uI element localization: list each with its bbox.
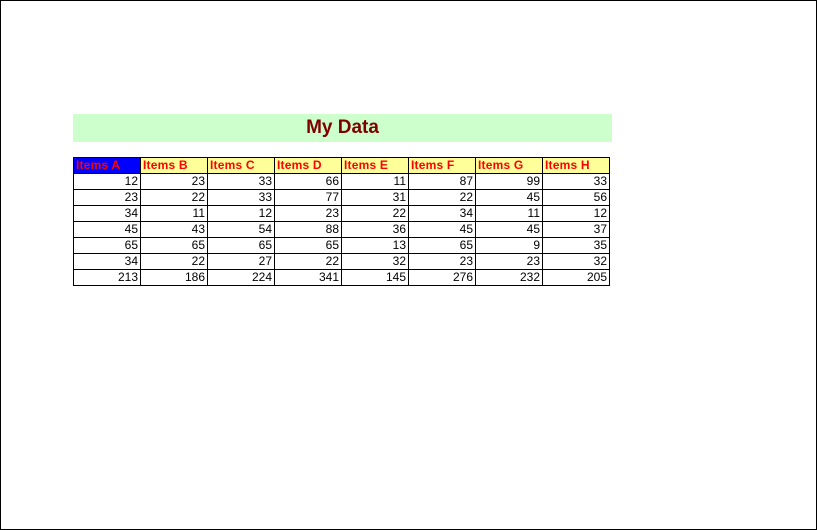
table-cell[interactable]: 65 bbox=[73, 237, 141, 254]
column-header-items-d[interactable]: Items D bbox=[274, 157, 342, 174]
column-header-items-c[interactable]: Items C bbox=[207, 157, 275, 174]
table-cell[interactable]: 65 bbox=[140, 237, 208, 254]
column-header-items-b[interactable]: Items B bbox=[140, 157, 208, 174]
table-cell[interactable]: 36 bbox=[341, 221, 409, 238]
table-cell[interactable]: 27 bbox=[207, 253, 275, 270]
table-cell[interactable]: 224 bbox=[207, 269, 275, 286]
table-cell[interactable]: 22 bbox=[140, 253, 208, 270]
table-cell[interactable]: 54 bbox=[207, 221, 275, 238]
table-cell[interactable]: 22 bbox=[274, 253, 342, 270]
table-cell[interactable]: 22 bbox=[140, 189, 208, 206]
table-cell[interactable]: 12 bbox=[73, 173, 141, 190]
table-cell[interactable]: 205 bbox=[542, 269, 610, 286]
table-cell[interactable]: 232 bbox=[475, 269, 543, 286]
table-row: 65 65 65 65 13 65 9 35 bbox=[73, 237, 610, 254]
table-cell[interactable]: 33 bbox=[542, 173, 610, 190]
table-row: 213 186 224 341 145 276 232 205 bbox=[73, 269, 610, 286]
column-header-items-h[interactable]: Items H bbox=[542, 157, 610, 174]
table-cell[interactable]: 12 bbox=[542, 205, 610, 222]
table-header-row: Items A Items B Items C Items D Items E … bbox=[73, 157, 610, 174]
table-cell[interactable]: 77 bbox=[274, 189, 342, 206]
table-cell[interactable]: 11 bbox=[140, 205, 208, 222]
table-cell[interactable]: 22 bbox=[341, 205, 409, 222]
table-row: 45 43 54 88 36 45 45 37 bbox=[73, 221, 610, 238]
table-cell[interactable]: 13 bbox=[341, 237, 409, 254]
table-cell[interactable]: 186 bbox=[140, 269, 208, 286]
table-cell[interactable]: 87 bbox=[408, 173, 476, 190]
table-cell[interactable]: 11 bbox=[341, 173, 409, 190]
table-cell[interactable]: 45 bbox=[475, 189, 543, 206]
table-cell[interactable]: 23 bbox=[475, 253, 543, 270]
table-cell[interactable]: 341 bbox=[274, 269, 342, 286]
table-cell[interactable]: 23 bbox=[73, 189, 141, 206]
table-row: 12 23 33 66 11 87 99 33 bbox=[73, 173, 610, 190]
table-cell[interactable]: 12 bbox=[207, 205, 275, 222]
page-title: My Data bbox=[73, 114, 612, 142]
table-cell[interactable]: 33 bbox=[207, 173, 275, 190]
table-cell[interactable]: 276 bbox=[408, 269, 476, 286]
table-cell[interactable]: 66 bbox=[274, 173, 342, 190]
table-cell[interactable]: 11 bbox=[475, 205, 543, 222]
table-cell[interactable]: 23 bbox=[408, 253, 476, 270]
column-header-items-g[interactable]: Items G bbox=[475, 157, 543, 174]
table-cell[interactable]: 33 bbox=[207, 189, 275, 206]
table-cell[interactable]: 34 bbox=[73, 253, 141, 270]
table-cell[interactable]: 22 bbox=[408, 189, 476, 206]
table-cell[interactable]: 65 bbox=[408, 237, 476, 254]
table-cell[interactable]: 56 bbox=[542, 189, 610, 206]
table-cell[interactable]: 65 bbox=[274, 237, 342, 254]
table-cell[interactable]: 88 bbox=[274, 221, 342, 238]
table-row: 34 11 12 23 22 34 11 12 bbox=[73, 205, 610, 222]
column-header-items-e[interactable]: Items E bbox=[341, 157, 409, 174]
column-header-items-a[interactable]: Items A bbox=[73, 157, 141, 174]
table-cell[interactable]: 32 bbox=[341, 253, 409, 270]
table-cell[interactable]: 34 bbox=[408, 205, 476, 222]
table-body: 12 23 33 66 11 87 99 33 23 22 33 77 31 22 45 56 34 11 12 23… bbox=[73, 173, 610, 286]
column-header-items-f[interactable]: Items F bbox=[408, 157, 476, 174]
table-cell[interactable]: 43 bbox=[140, 221, 208, 238]
table-row: 23 22 33 77 31 22 45 56 bbox=[73, 189, 610, 206]
table-cell[interactable]: 213 bbox=[73, 269, 141, 286]
table-row: 34 22 27 22 32 23 23 32 bbox=[73, 253, 610, 270]
table-cell[interactable]: 9 bbox=[475, 237, 543, 254]
table-cell[interactable]: 65 bbox=[207, 237, 275, 254]
table-cell[interactable]: 35 bbox=[542, 237, 610, 254]
table-cell[interactable]: 99 bbox=[475, 173, 543, 190]
table-cell[interactable]: 23 bbox=[274, 205, 342, 222]
table-cell[interactable]: 34 bbox=[73, 205, 141, 222]
table-cell[interactable]: 145 bbox=[341, 269, 409, 286]
table-cell[interactable]: 23 bbox=[140, 173, 208, 190]
data-table: Items A Items B Items C Items D Items E … bbox=[73, 157, 610, 286]
table-cell[interactable]: 32 bbox=[542, 253, 610, 270]
table-cell[interactable]: 31 bbox=[341, 189, 409, 206]
table-cell[interactable]: 37 bbox=[542, 221, 610, 238]
table-cell[interactable]: 45 bbox=[408, 221, 476, 238]
table-cell[interactable]: 45 bbox=[475, 221, 543, 238]
table-cell[interactable]: 45 bbox=[73, 221, 141, 238]
